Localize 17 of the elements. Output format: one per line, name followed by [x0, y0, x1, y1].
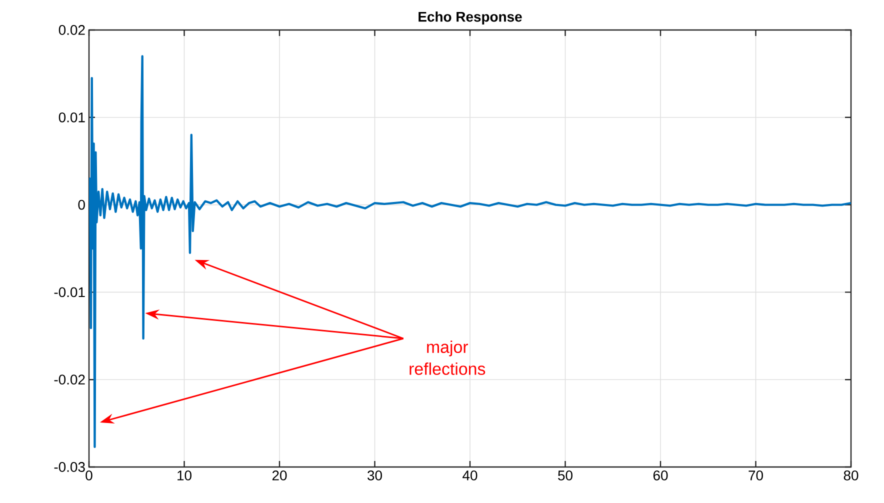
- x-tick-label: 70: [748, 470, 763, 480]
- y-tick-label: 0: [78, 200, 85, 210]
- annotation: major reflections: [410, 340, 486, 375]
- x-tick-label: 30: [368, 470, 382, 480]
- x-tick-label: 20: [272, 470, 287, 480]
- y-tick-label: 0.02: [58, 25, 85, 35]
- y-tick-label: -0.02: [54, 374, 85, 385]
- x-tick-label: 0: [86, 470, 92, 480]
- y-tick-label: -0.01: [54, 287, 85, 298]
- x-tick-label: 40: [462, 470, 478, 480]
- x-tick-label: 50: [558, 470, 572, 480]
- chart-title: Echo Response: [418, 11, 522, 24]
- x-tick-label: 60: [653, 470, 668, 480]
- x-tick-label: 10: [178, 470, 192, 480]
- y-tick-label: 0.01: [58, 112, 85, 122]
- x-tick-label: 80: [844, 470, 858, 480]
- y-tick-label: -0.03: [54, 462, 85, 472]
